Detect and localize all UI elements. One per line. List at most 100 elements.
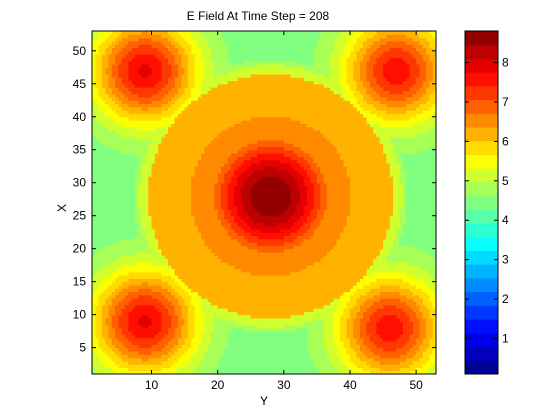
field-cell — [151, 149, 156, 154]
field-cell — [214, 149, 219, 154]
field-cell — [181, 248, 186, 253]
field-cell — [184, 288, 189, 293]
field-cell — [128, 354, 133, 359]
field-cell — [141, 298, 146, 303]
field-cell — [141, 232, 146, 237]
field-cell — [105, 106, 110, 111]
field-cell — [221, 308, 225, 312]
field-cell — [191, 103, 196, 108]
field-cell — [115, 324, 120, 329]
field-cell — [144, 228, 149, 233]
field-cell — [204, 228, 209, 233]
field-cell — [178, 212, 182, 217]
field-cell — [197, 93, 202, 98]
field-cell — [178, 87, 182, 91]
field-cell — [141, 113, 146, 118]
field-cell — [207, 116, 212, 121]
field-cell — [148, 314, 153, 319]
field-cell — [201, 87, 206, 91]
field-cell — [184, 189, 189, 194]
field-cell — [211, 176, 215, 181]
field-cell — [171, 278, 176, 283]
field-cell — [128, 60, 133, 65]
field-cell — [125, 83, 129, 88]
field-cell — [207, 159, 212, 164]
field-cell — [174, 73, 179, 78]
field-cell — [154, 311, 159, 316]
field-cell — [144, 129, 149, 134]
field-cell — [178, 37, 182, 42]
field-cell — [125, 334, 129, 339]
field-cell — [194, 225, 199, 230]
field-cell — [115, 209, 120, 213]
field-cell — [178, 291, 182, 296]
field-cell — [214, 44, 219, 49]
field-cell — [224, 47, 229, 52]
field-cell — [174, 354, 179, 359]
field-cell — [201, 331, 206, 336]
field-cell — [178, 364, 182, 369]
field-cell — [184, 298, 189, 303]
field-cell — [207, 172, 212, 177]
field-cell — [224, 166, 229, 171]
field-cell — [171, 120, 176, 124]
field-cell — [201, 129, 206, 134]
field-cell — [125, 37, 129, 42]
field-cell — [154, 265, 159, 270]
field-cell — [184, 166, 189, 171]
field-cell — [151, 327, 156, 332]
field-cell — [115, 120, 120, 124]
field-cell — [105, 110, 110, 115]
field-cell — [105, 83, 110, 88]
field-cell — [138, 334, 143, 339]
field-cell — [135, 37, 139, 42]
field-cell — [148, 304, 153, 309]
field-cell — [197, 133, 202, 138]
field-cell — [135, 284, 139, 289]
field-cell — [108, 195, 113, 200]
field-cell — [227, 265, 232, 270]
field-cell — [111, 304, 116, 309]
field-cell — [201, 166, 206, 171]
field-cell — [171, 314, 176, 319]
field-cell — [171, 324, 176, 329]
field-cell — [194, 54, 199, 58]
field-cell — [161, 63, 166, 68]
field-cell — [151, 232, 156, 237]
field-cell — [135, 331, 139, 336]
field-cell — [187, 331, 192, 336]
field-cell — [101, 271, 106, 276]
field-cell — [217, 357, 222, 362]
field-cell — [191, 331, 196, 336]
field-cell — [144, 275, 149, 279]
field-cell — [168, 235, 172, 240]
field-cell — [224, 189, 229, 194]
field-cell — [121, 192, 126, 197]
field-cell — [101, 235, 106, 240]
field-cell — [108, 133, 113, 138]
field-cell — [201, 354, 206, 359]
field-cell — [154, 139, 159, 144]
field-cell — [154, 136, 159, 141]
field-cell — [197, 110, 202, 115]
field-cell — [108, 87, 113, 91]
field-cell — [111, 182, 116, 187]
field-cell — [135, 218, 139, 223]
field-cell — [151, 186, 156, 190]
field-cell — [161, 275, 166, 279]
field-cell — [224, 90, 229, 95]
field-cell — [187, 341, 192, 345]
field-cell — [118, 136, 123, 141]
field-cell — [191, 268, 196, 273]
field-cell — [224, 37, 229, 42]
field-cell — [141, 350, 146, 355]
field-cell — [98, 100, 103, 105]
field-cell — [174, 235, 179, 240]
field-cell — [184, 367, 189, 372]
field-cell — [101, 370, 106, 374]
field-cell — [131, 129, 136, 134]
field-cell — [135, 275, 139, 279]
field-cell — [211, 235, 215, 240]
field-cell — [154, 367, 159, 372]
field-cell — [148, 308, 153, 312]
